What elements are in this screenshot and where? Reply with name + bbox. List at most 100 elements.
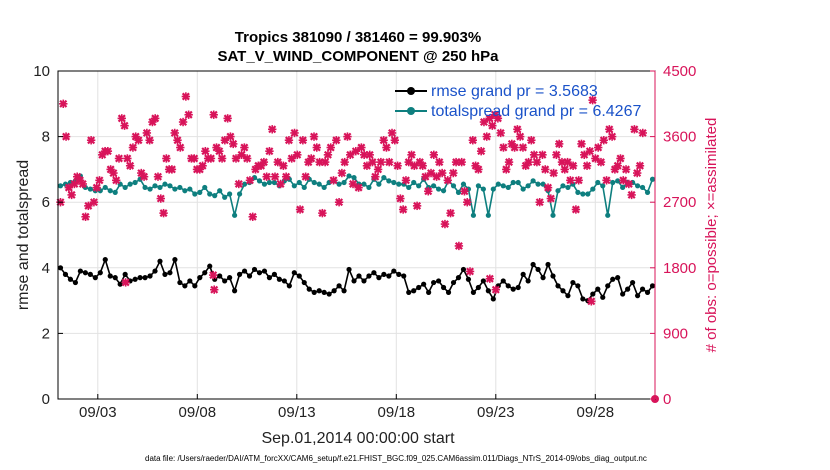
totalspread-point [376, 181, 382, 187]
totalspread-point [605, 212, 611, 218]
rmse-point [177, 279, 183, 286]
totalspread-point [510, 179, 516, 186]
totalspread-point [396, 181, 402, 187]
x-axis-ticks: 09/03 09/08 09/13 09/18 09/23 09/28 [79, 394, 614, 421]
obs-point [546, 194, 556, 203]
totalspread-point [560, 183, 566, 189]
rmse-point [351, 278, 357, 284]
totalspread-point [450, 183, 457, 189]
obs-point [287, 154, 296, 163]
totalspread-point [530, 178, 536, 184]
obs-point [596, 157, 606, 167]
y-left-tick-label: 0 [42, 391, 50, 408]
obs-point [323, 150, 333, 160]
plot-area [58, 71, 655, 399]
rmse-point [525, 278, 531, 284]
obs-point [630, 125, 639, 134]
obs-point [95, 176, 104, 185]
obs-point [125, 161, 135, 170]
totalspread-point [251, 175, 258, 181]
rmse-point [391, 268, 397, 274]
rmse-point [376, 275, 382, 281]
obs-point [139, 172, 149, 181]
obs-point [318, 208, 327, 218]
rmse-point [157, 258, 163, 264]
rmse-point [406, 289, 412, 295]
obs-point [418, 161, 427, 170]
obs-point [206, 154, 216, 163]
totalspread-point [505, 184, 511, 191]
obs-point [398, 205, 408, 214]
rmse-point [545, 261, 551, 268]
obs-point [426, 168, 436, 178]
totalspread-point [112, 189, 118, 195]
rmse-point [217, 273, 223, 279]
totalspread-point [291, 183, 297, 189]
totalspread-point [485, 212, 491, 218]
rmse-point [102, 257, 108, 263]
obs-point [552, 150, 561, 160]
totalspread-point [107, 188, 113, 194]
totalspread-point [192, 191, 198, 197]
rmse-point [515, 284, 521, 291]
obs-point [371, 172, 380, 181]
totalspread-point [550, 212, 556, 218]
rmse-point [316, 288, 322, 294]
totalspread-point [391, 179, 397, 186]
obs-point [488, 121, 497, 130]
rmse-point [630, 279, 636, 286]
obs-point [435, 157, 444, 167]
obs-point-outlier [121, 278, 130, 287]
totalspread-point [406, 184, 412, 191]
obs-point [591, 154, 600, 163]
obs-point [268, 125, 277, 134]
obs-point [262, 172, 271, 181]
obs-point [635, 161, 645, 170]
totalspread-point [142, 184, 148, 191]
rmse-point [401, 273, 407, 279]
totalspread-point [620, 184, 626, 191]
obs-point [89, 198, 99, 207]
obs-point [357, 143, 366, 152]
obs-point [446, 208, 455, 218]
rmse-point [411, 288, 417, 294]
totalspread-point [321, 184, 327, 191]
rmse-point [222, 278, 228, 284]
totalspread-point [232, 212, 238, 218]
obs-point [571, 205, 581, 214]
rmse-point [142, 275, 148, 281]
y-right-tick-label: 900 [663, 325, 688, 342]
obs-point [616, 154, 625, 163]
totalspread-point [460, 181, 467, 187]
rmse-point [326, 291, 332, 297]
totalspread-point [435, 186, 442, 192]
rmse-point [276, 276, 282, 282]
obs-point [265, 146, 274, 156]
rmse-point [246, 273, 253, 279]
totalspread-point [207, 191, 213, 197]
rmse-point [431, 279, 437, 286]
rmse-point [520, 271, 526, 277]
rmse-point [575, 283, 581, 289]
totalspread-point [495, 181, 501, 187]
obs-point [217, 154, 227, 163]
totalspread-point [500, 183, 506, 189]
totalspread-point [366, 184, 372, 191]
totalspread-point [241, 181, 248, 187]
totalspread-point [177, 184, 183, 191]
rmse-point [465, 276, 472, 282]
rmse-point [202, 270, 208, 276]
obs-point [134, 136, 143, 145]
obs-point [320, 157, 330, 167]
rmse-point [510, 286, 516, 292]
totalspread-point [172, 186, 178, 192]
totalspread-point [316, 181, 322, 187]
obs-point [638, 128, 647, 138]
totalspread-point [336, 181, 342, 187]
series-totalspread [57, 173, 656, 218]
obs-point [449, 168, 458, 178]
totalspread-point [301, 184, 307, 191]
obs-point [621, 165, 631, 174]
rmse-point [416, 284, 422, 291]
